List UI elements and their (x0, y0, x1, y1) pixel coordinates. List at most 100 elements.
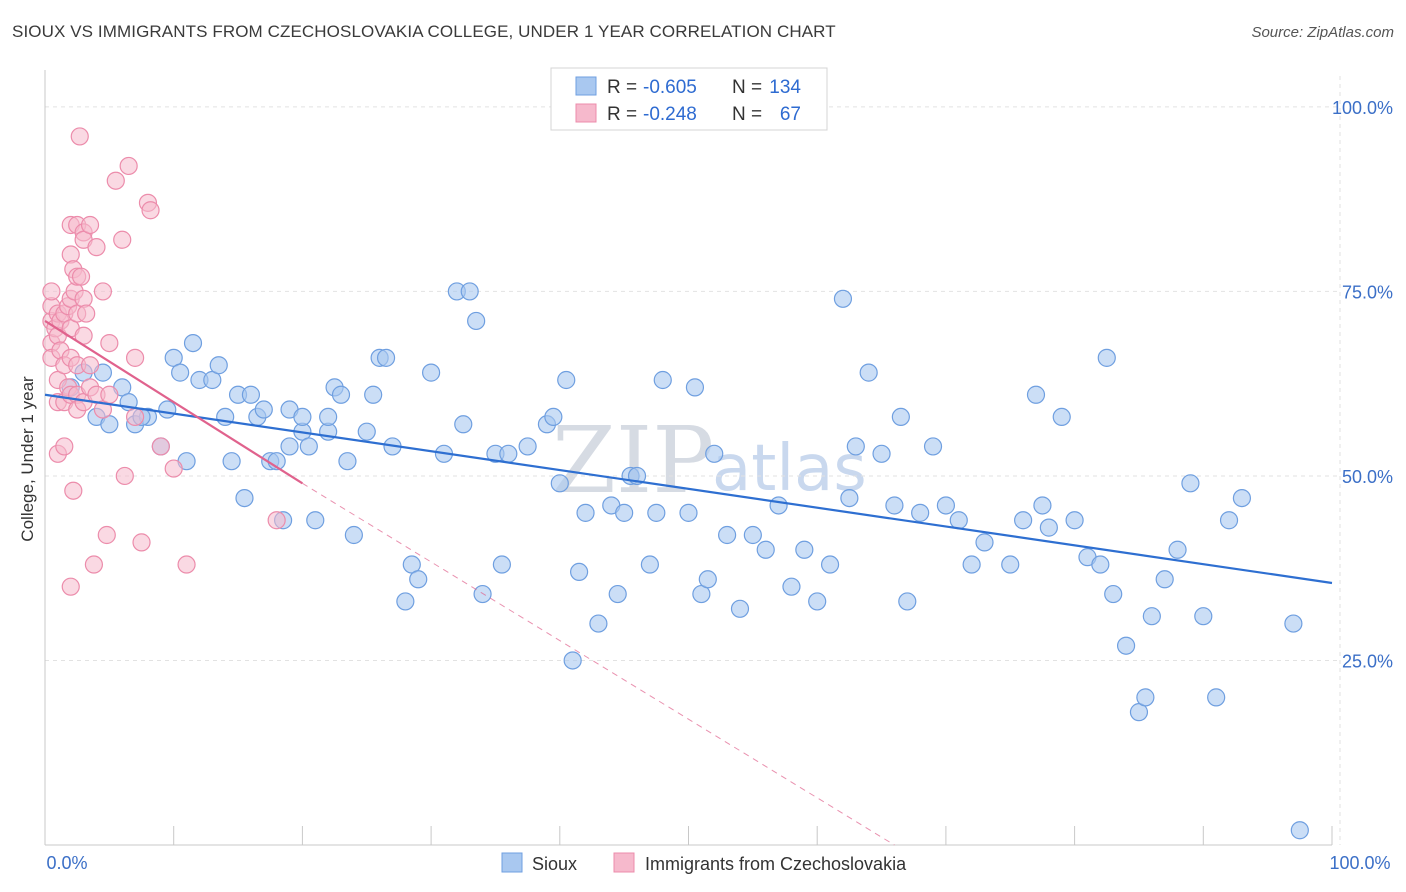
sioux-point (846, 437, 865, 456)
sioux-point (319, 407, 338, 427)
sioux-point (1116, 636, 1136, 655)
sioux-point (640, 555, 659, 574)
czechoslovakia-point (74, 289, 93, 308)
bottom-legend-sioux: Sioux (532, 854, 577, 874)
sioux-point (563, 651, 582, 670)
sioux-point (833, 289, 853, 308)
sioux-point (422, 363, 441, 382)
sioux-point (1065, 511, 1084, 530)
legend-swatch-sioux (575, 76, 597, 96)
series-legend: Sioux Immigrants from Czechoslovakia (501, 852, 907, 874)
y-tick-labels: 25.0% 50.0% 75.0% 100.0% (1332, 98, 1393, 672)
czechoslovakia-point (84, 555, 104, 574)
czechoslovakia-point (115, 466, 134, 486)
czechoslovakia-trend-line (44, 320, 303, 485)
sioux-point (782, 577, 801, 596)
gridlines (45, 76, 1341, 845)
czechoslovakia-point (42, 282, 61, 301)
sioux-point (685, 378, 705, 397)
y-tick-label: 25.0% (1342, 651, 1393, 671)
chart-title: SIOUX VS IMMIGRANTS FROM CZECHOSLOVAKIA … (12, 22, 836, 41)
sioux-point (589, 614, 608, 633)
sioux-point (331, 385, 351, 404)
sioux-point (1232, 488, 1252, 508)
sioux-point (460, 282, 479, 301)
sioux-point (1181, 474, 1200, 493)
czechoslovakia-point (61, 245, 80, 264)
sioux-point (1290, 821, 1309, 840)
czechoslovakia-point (113, 230, 132, 249)
sioux-point (1026, 385, 1046, 404)
source-credit: Source: ZipAtlas.com (1251, 24, 1394, 41)
sioux-point (911, 503, 930, 522)
czechoslovakia-point (93, 282, 113, 301)
x-tick-label-max: 100.0% (1329, 853, 1390, 873)
sioux-point (705, 444, 724, 463)
sioux-point (820, 555, 840, 574)
sioux-point (615, 503, 634, 522)
sioux-point (872, 444, 891, 463)
czechoslovakia-point (70, 127, 89, 146)
series-czechoslovakia (42, 127, 286, 596)
sioux-point (473, 584, 492, 604)
series-sioux (61, 282, 1309, 840)
sioux-point (1207, 688, 1226, 707)
czechoslovakia-point (125, 348, 145, 367)
sioux-point (183, 333, 203, 353)
sioux-point (679, 503, 698, 522)
sioux-point (1039, 518, 1058, 537)
y-tick-label: 75.0% (1342, 282, 1393, 302)
sioux-point (1168, 540, 1187, 559)
sioux-point (171, 363, 190, 382)
sioux-point (499, 444, 518, 463)
sioux-point (718, 525, 737, 545)
bottom-legend-swatch-sioux (501, 852, 523, 873)
sioux-point (1033, 496, 1052, 515)
czechoslovakia-point (119, 156, 138, 176)
trend-lines (44, 320, 1333, 846)
legend-n-value: 134 (769, 77, 801, 98)
sioux-point (254, 400, 273, 419)
sioux-point (795, 540, 814, 559)
sioux-point (293, 407, 312, 427)
sioux-point (454, 415, 473, 434)
legend-swatch-czechoslovakia (575, 103, 597, 123)
sioux-point (550, 474, 569, 493)
czechoslovakia-point (106, 171, 125, 190)
sioux-point (1142, 607, 1161, 626)
sioux-point (1219, 511, 1239, 530)
czechoslovakia-point (71, 267, 91, 286)
sioux-point (975, 533, 994, 552)
czechoslovakia-point (132, 533, 151, 552)
y-axis-title: College, Under 1 year (18, 376, 37, 542)
sioux-point (1194, 607, 1213, 626)
czechoslovakia-point (267, 511, 286, 530)
sioux-point (1155, 570, 1174, 589)
sioux-point (376, 348, 396, 367)
watermark-atlas: atlas (712, 432, 867, 506)
sioux-point (891, 407, 910, 427)
czechoslovakia-point (125, 407, 145, 427)
czechoslovakia-point (55, 437, 74, 456)
czechoslovakia-point (80, 215, 100, 235)
y-tick-label: 50.0% (1342, 467, 1393, 487)
sioux-point (338, 452, 357, 471)
czechoslovakia-point (151, 437, 170, 456)
bottom-legend-czechoslovakia: Immigrants from Czechoslovakia (645, 854, 907, 874)
sioux-point (409, 570, 428, 589)
legend-n-value: 67 (780, 104, 801, 125)
sioux-point (306, 511, 325, 530)
sioux-point (698, 570, 717, 589)
czechoslovakia-point (87, 238, 106, 257)
sioux-point (1097, 348, 1116, 367)
sioux-trend-line (44, 393, 1333, 585)
czechoslovakia-point (61, 577, 80, 596)
sioux-point (364, 385, 383, 404)
sioux-point (808, 592, 827, 611)
sioux-point (923, 437, 943, 456)
sioux-point (936, 496, 956, 515)
sioux-point (492, 555, 511, 574)
sioux-point (898, 592, 917, 611)
sioux-point (1052, 407, 1071, 427)
